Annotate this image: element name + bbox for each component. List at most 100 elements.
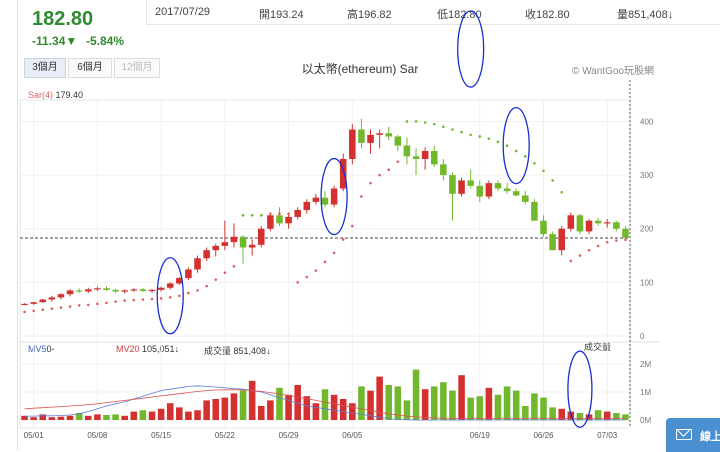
sar-point bbox=[387, 168, 391, 172]
candle-body bbox=[66, 290, 74, 295]
sar-point bbox=[296, 281, 299, 284]
sar-point bbox=[86, 303, 90, 307]
candle-body bbox=[376, 133, 383, 135]
date-tick-label: 05/08 bbox=[87, 431, 108, 440]
candle-body bbox=[385, 133, 393, 137]
candle-body bbox=[48, 297, 56, 300]
candle-body bbox=[403, 145, 411, 157]
candle-body bbox=[21, 303, 28, 306]
candle-body bbox=[613, 222, 620, 229]
volume-bar bbox=[94, 414, 101, 420]
sar-point bbox=[187, 291, 190, 295]
candle-body bbox=[576, 215, 584, 232]
sar-point bbox=[605, 240, 609, 244]
volume-bar bbox=[212, 399, 220, 420]
sar-point bbox=[68, 305, 72, 308]
sar-point bbox=[442, 125, 445, 129]
volume-bar bbox=[248, 380, 256, 420]
sar-points bbox=[23, 120, 627, 314]
tab-6-months[interactable]: 6個月 bbox=[68, 58, 112, 78]
candle-body bbox=[494, 183, 502, 189]
volume-bar bbox=[21, 415, 28, 420]
date-tick-label: 06/19 bbox=[470, 431, 491, 440]
candle-body bbox=[367, 134, 374, 143]
sar-point bbox=[469, 133, 472, 137]
candle-body bbox=[476, 185, 484, 197]
volume-bar bbox=[494, 394, 502, 420]
candle-body bbox=[485, 183, 493, 197]
plot-frame bbox=[19, 99, 631, 429]
sar-point bbox=[50, 307, 54, 310]
volume-bar bbox=[603, 411, 611, 420]
sar-point bbox=[269, 212, 272, 216]
candle-body bbox=[130, 289, 138, 291]
volume-bars bbox=[21, 369, 629, 420]
volume-bar bbox=[503, 386, 511, 420]
volume-bar bbox=[385, 385, 393, 420]
volume-bar bbox=[440, 382, 447, 420]
high-value: 高196.82 bbox=[347, 9, 392, 21]
date-tick-label: 05/22 bbox=[215, 431, 236, 440]
sar-point bbox=[405, 120, 409, 123]
volume-bar bbox=[85, 415, 92, 420]
sar-point bbox=[460, 130, 463, 134]
candle-body bbox=[176, 278, 183, 284]
sar-point bbox=[360, 195, 363, 198]
candle-body bbox=[458, 180, 465, 194]
volume-bar bbox=[321, 389, 329, 420]
sar-point bbox=[141, 298, 145, 301]
candle-body bbox=[549, 234, 556, 251]
candle-body bbox=[312, 197, 320, 202]
sar-point bbox=[487, 137, 491, 140]
price-change: -11.34▼ bbox=[32, 34, 78, 48]
sar-point bbox=[278, 212, 281, 216]
volume-bar bbox=[421, 389, 429, 420]
sar-point bbox=[132, 298, 136, 302]
mv20-value: 105,051↓ bbox=[142, 344, 180, 354]
sar-point bbox=[32, 309, 35, 313]
sar-name: Sar(4) bbox=[28, 90, 54, 100]
candle-body bbox=[430, 150, 438, 165]
sar-point bbox=[178, 294, 181, 298]
candle-body bbox=[230, 236, 238, 243]
candle-body bbox=[248, 244, 256, 248]
volume-bar bbox=[449, 390, 456, 420]
price-change-pct: -5.84% bbox=[86, 34, 125, 48]
volume-bar bbox=[412, 369, 420, 420]
candle-body bbox=[194, 258, 201, 270]
volume-bar bbox=[522, 406, 529, 420]
candle-body bbox=[449, 175, 456, 194]
sar-point bbox=[351, 224, 354, 228]
mv5-name: MV5 bbox=[28, 344, 47, 354]
volume-bar bbox=[531, 393, 538, 420]
candle-body bbox=[594, 220, 602, 224]
tab-12-months[interactable]: 12個月 bbox=[114, 58, 160, 78]
sar-point bbox=[59, 306, 63, 309]
sar-point bbox=[396, 160, 400, 163]
grid-lines bbox=[20, 100, 630, 428]
volume-total-value: 851,408↓ bbox=[233, 346, 271, 356]
volume-bar bbox=[594, 410, 602, 420]
online-chat-button[interactable]: 線上 bbox=[666, 418, 720, 452]
volume-bar bbox=[66, 415, 74, 420]
ohlc-info-row: 2017/07/29 開193.24 高196.82 低182.80 收182.… bbox=[146, 0, 720, 25]
mv20-name: MV20 bbox=[116, 344, 140, 354]
volume-bar bbox=[622, 414, 629, 420]
annotation-circle bbox=[320, 157, 348, 236]
volume-bar bbox=[112, 414, 119, 420]
volume-bar bbox=[130, 411, 138, 420]
volume-bar bbox=[613, 413, 620, 420]
sar-point bbox=[423, 121, 427, 124]
candle-body bbox=[622, 228, 629, 238]
sar-point bbox=[287, 212, 290, 216]
sar-point bbox=[505, 144, 509, 147]
candle-body bbox=[257, 228, 265, 245]
mv20-legend: MV20 105,051↓ bbox=[116, 344, 179, 354]
tab-3-months[interactable]: 3個月 bbox=[24, 58, 66, 78]
sar-point bbox=[114, 300, 117, 303]
sar-point bbox=[168, 296, 172, 299]
date-tick-label: 05/15 bbox=[151, 431, 172, 440]
volume-bar bbox=[139, 410, 147, 420]
chart-title: 以太幣(ethereum) Sar bbox=[301, 62, 419, 76]
volume-bar bbox=[349, 403, 356, 420]
